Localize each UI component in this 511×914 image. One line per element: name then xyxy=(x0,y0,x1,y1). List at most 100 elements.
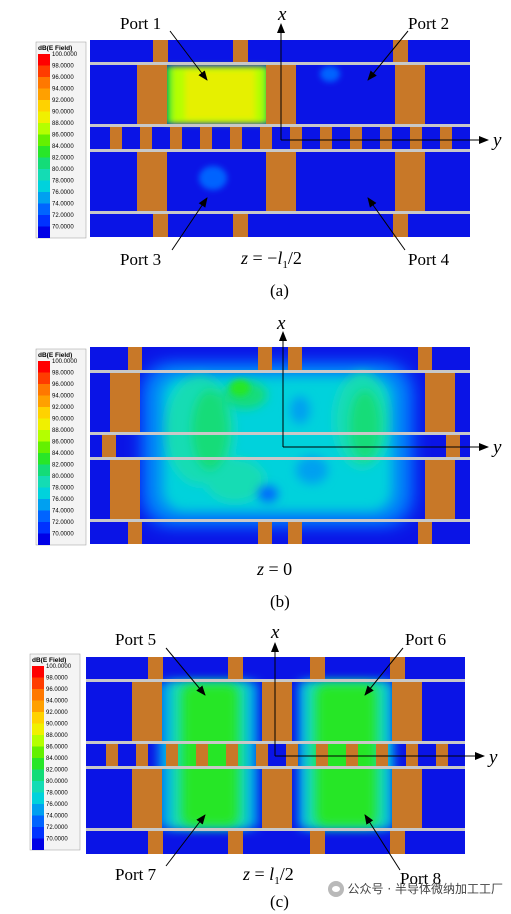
axis-y-label: y xyxy=(491,130,502,151)
caption-a: (a) xyxy=(270,281,289,300)
section-label-a: z = −l1/2 xyxy=(240,248,302,271)
legend-swatch xyxy=(38,384,50,396)
wechat-icon xyxy=(327,880,344,897)
center-pin xyxy=(286,744,298,766)
legend-value: 96.0000 xyxy=(52,75,74,81)
center-pin xyxy=(196,744,208,766)
center-pin xyxy=(260,127,272,149)
legend-swatch xyxy=(38,215,50,227)
legend-value: 82.0000 xyxy=(52,463,74,469)
section-label-c: z = l1/2 xyxy=(242,864,294,887)
port-1-label: Port 1 xyxy=(120,14,161,33)
legend-value: 70.0000 xyxy=(52,225,74,231)
legend-value: 100.0000 xyxy=(52,359,78,365)
legend-swatch xyxy=(38,54,50,66)
legend-swatch xyxy=(38,510,50,522)
legend-swatch xyxy=(32,677,44,689)
center-pin xyxy=(436,744,448,766)
legend-swatch xyxy=(38,441,50,453)
axes-b: x y xyxy=(276,313,502,458)
legend-value: 82.0000 xyxy=(46,768,68,774)
legend-swatch xyxy=(38,418,50,430)
legend-swatch xyxy=(38,146,50,158)
legend-swatch xyxy=(32,712,44,724)
port-2-label: Port 2 xyxy=(408,14,449,33)
center-pin xyxy=(200,127,212,149)
legend-value: 76.0000 xyxy=(46,802,68,808)
center-pin xyxy=(170,127,182,149)
legend-value: 80.0000 xyxy=(52,167,74,173)
section-label-b: z = 0 xyxy=(256,559,292,579)
legend-value: 74.0000 xyxy=(46,814,68,820)
legend-value: 90.0000 xyxy=(52,110,74,116)
legend-value: 80.0000 xyxy=(52,474,74,480)
legend-value: 88.0000 xyxy=(46,733,68,739)
pins-a xyxy=(137,40,425,237)
caption-b: (b) xyxy=(270,592,290,611)
legend-value: 84.0000 xyxy=(46,756,68,762)
legend-swatch xyxy=(38,203,50,215)
legend-swatch xyxy=(32,838,44,850)
legend-value: 88.0000 xyxy=(52,121,74,127)
panel-a: dB(E Field) 100.0000 98.0000 96.0000 94.000… xyxy=(35,4,502,300)
legend-swatches: 100.0000 98.0000 96.0000 94.0000 92.0000 90.0… xyxy=(38,359,78,545)
port-6-label: Port 6 xyxy=(405,630,446,649)
legend-swatch xyxy=(38,464,50,476)
legend-swatch xyxy=(38,169,50,181)
legend-swatch xyxy=(38,395,50,407)
legend-swatch xyxy=(38,65,50,77)
legend-swatch xyxy=(38,123,50,135)
legend-swatch xyxy=(38,453,50,465)
center-pin xyxy=(350,127,362,149)
port-labels-a: Port 1 Port 2 Port 3 Port 4 xyxy=(120,14,450,269)
center-pins-a xyxy=(110,127,452,149)
center-pin xyxy=(380,127,392,149)
legend-value: 100.0000 xyxy=(46,664,72,670)
legend-swatch xyxy=(32,815,44,827)
legend-value: 84.0000 xyxy=(52,451,74,457)
port-7-label: Port 7 xyxy=(115,865,157,884)
legend-swatch xyxy=(32,792,44,804)
center-pin xyxy=(410,127,422,149)
pins-c xyxy=(132,657,422,854)
pins-b xyxy=(102,347,460,544)
legend-a: dB(E Field) 100.0000 98.0000 96.0000 94.000… xyxy=(35,41,87,239)
center-pin xyxy=(230,127,242,149)
field-plot-a xyxy=(90,40,470,237)
port-4-label: Port 4 xyxy=(408,250,450,269)
watermark: 公众号 · 半导体微纳加工工厂 xyxy=(327,880,503,897)
legend-value: 92.0000 xyxy=(52,405,74,411)
legend-value: 78.0000 xyxy=(46,791,68,797)
legend-value: 96.0000 xyxy=(46,687,68,693)
port-labels-c: Port 5 Port 6 Port 7 Port 8 xyxy=(115,630,446,888)
legend-swatches: 100.0000 98.0000 96.0000 94.0000 92.0000 90.0… xyxy=(38,52,78,238)
legend-value: 76.0000 xyxy=(52,497,74,503)
legend-swatch xyxy=(38,192,50,204)
axes-c: x y xyxy=(270,622,498,768)
legend-value: 74.0000 xyxy=(52,509,74,515)
legend-swatch xyxy=(38,88,50,100)
legend-value: 86.0000 xyxy=(46,745,68,751)
center-pin xyxy=(320,127,332,149)
legend-value: 78.0000 xyxy=(52,486,74,492)
center-pins-c xyxy=(106,744,448,766)
legend-value: 94.0000 xyxy=(52,394,74,400)
center-pin xyxy=(346,744,358,766)
legend-swatch xyxy=(38,487,50,499)
legend-value: 90.0000 xyxy=(46,722,68,728)
port-3-label: Port 3 xyxy=(120,250,161,269)
legend-title: dB(E Field) xyxy=(38,45,72,52)
legend-swatch xyxy=(38,157,50,169)
axis-x-label: x xyxy=(276,313,286,334)
legend-value: 80.0000 xyxy=(46,779,68,785)
legend-swatch xyxy=(38,77,50,89)
legend-swatch xyxy=(32,758,44,770)
port-5-label: Port 5 xyxy=(115,630,156,649)
center-pin xyxy=(256,744,268,766)
legend-swatch xyxy=(38,361,50,373)
center-pin xyxy=(376,744,388,766)
axes-a: x y xyxy=(277,4,502,151)
legend-value: 84.0000 xyxy=(52,144,74,150)
legend-value: 92.0000 xyxy=(52,98,74,104)
